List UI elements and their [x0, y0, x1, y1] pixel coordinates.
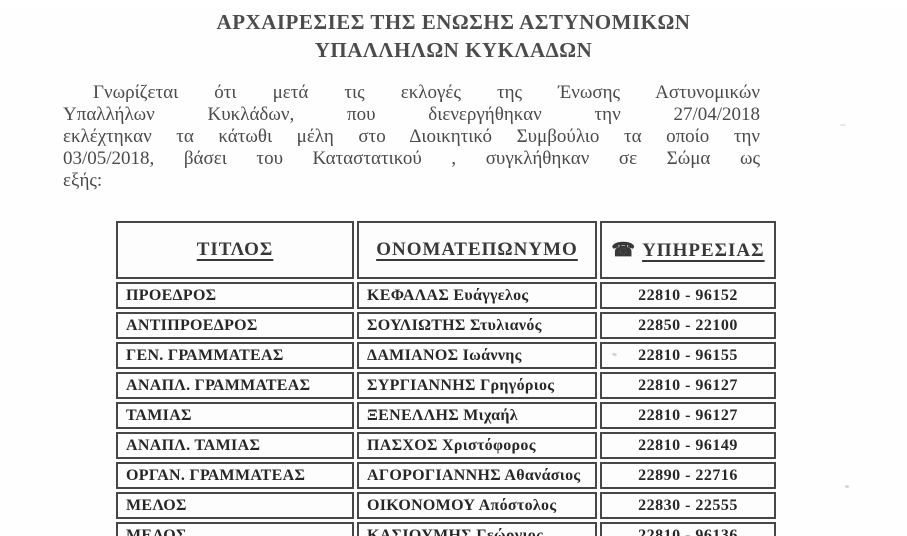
table-header-row: ΤΙΤΛΟΣ ΟΝΟΜΑΤΕΠΩΝΥΜΟ ☎ ΥΠΗΡΕΣΙΑΣ — [116, 221, 776, 279]
intro-line: Γνωρίζεται ότι μετά τις εκλογές της Ένωσ… — [93, 82, 760, 103]
cell-name: ΣΥΡΓΙΑΝΝΗΣ Γρηγόριος — [357, 372, 597, 399]
cell-phone: 22810 - 96149 — [600, 432, 776, 459]
cell-title: ΑΝΑΠΛ. ΓΡΑΜΜΑΤΕΑΣ — [116, 372, 354, 399]
cell-phone: 22810 - 96155 — [600, 342, 776, 369]
scan-artifact — [840, 124, 846, 126]
cell-name: ΠΑΣΧΟΣ Χριστόφορος — [357, 432, 597, 459]
cell-title: ΑΝΤΙΠΡΟΕΔΡΟΣ — [116, 312, 354, 339]
cell-phone: 22810 - 96127 — [600, 402, 776, 429]
cell-name: ΞΕΝΕΛΛΗΣ Μιχαήλ — [357, 402, 597, 429]
intro-line: Υπαλλήλων Κυκλάδων, που διενεργήθηκαν τη… — [63, 104, 760, 125]
scan-artifact — [845, 485, 849, 488]
table-row: ΜΕΛΟΣ ΟΙΚΟΝΟΜΟΥ Απόστολος 22830 - 22555 — [116, 492, 776, 519]
table-row: ΑΝΑΠΛ. ΤΑΜΙΑΣ ΠΑΣΧΟΣ Χριστόφορος 22810 -… — [116, 432, 776, 459]
column-header-phone: ☎ ΥΠΗΡΕΣΙΑΣ — [600, 221, 776, 279]
column-header-title-label: ΤΙΤΛΟΣ — [196, 239, 274, 260]
column-header-phone-label: ΥΠΗΡΕΣΙΑΣ — [642, 239, 765, 261]
cell-name: ΑΓΟΡΟΓΙΑΝΝΗΣ Αθανάσιος — [357, 462, 597, 489]
cell-title: ΜΕΛΟΣ — [116, 492, 354, 519]
column-header-name: ΟΝΟΜΑΤΕΠΩΝΥΜΟ — [357, 221, 597, 279]
table-row: ΜΕΛΟΣ ΚΑΣΙΟΥΜΗΣ Γεώργιος 22810 - 96136 — [116, 522, 776, 536]
intro-line: 03/05/2018, βάσει του Καταστατικού , συγ… — [63, 148, 760, 169]
document-title: ΑΡΧΑΙΡΕΣΙΕΣ ΤΗΣ ΕΝΩΣΗΣ ΑΣΤΥΝΟΜΙΚΩΝ ΥΠΑΛΛ… — [134, 8, 774, 64]
board-members-table: ΤΙΤΛΟΣ ΟΝΟΜΑΤΕΠΩΝΥΜΟ ☎ ΥΠΗΡΕΣΙΑΣ ΠΡΟΕΔΡΟΣ… — [113, 218, 779, 536]
cell-phone: 22830 - 22555 — [600, 492, 776, 519]
cell-phone: 22890 - 22716 — [600, 462, 776, 489]
column-header-name-label: ΟΝΟΜΑΤΕΠΩΝΥΜΟ — [376, 239, 578, 260]
intro-line: εξής: — [63, 170, 103, 191]
table-row: ΓΕΝ. ΓΡΑΜΜΑΤΕΑΣ ΔΑΜΙΑΝΟΣ Ιωάννης 22810 -… — [116, 342, 776, 369]
cell-name: ΔΑΜΙΑΝΟΣ Ιωάννης — [357, 342, 597, 369]
cell-phone: 22810 - 96127 — [600, 372, 776, 399]
document-title-line-1: ΑΡΧΑΙΡΕΣΙΕΣ ΤΗΣ ΕΝΩΣΗΣ ΑΣΤΥΝΟΜΙΚΩΝ — [216, 10, 691, 34]
table-row: ΤΑΜΙΑΣ ΞΕΝΕΛΛΗΣ Μιχαήλ 22810 - 96127 — [116, 402, 776, 429]
cell-phone: 22810 - 96136 — [600, 522, 776, 536]
scanned-document-page: ΑΡΧΑΙΡΕΣΙΕΣ ΤΗΣ ΕΝΩΣΗΣ ΑΣΤΥΝΟΜΙΚΩΝ ΥΠΑΛΛ… — [0, 8, 907, 536]
intro-line: εκλέχτηκαν τα κάτωθι μέλη στο Διοικητικό… — [63, 126, 760, 147]
cell-title: ΟΡΓΑΝ. ΓΡΑΜΜΑΤΕΑΣ — [116, 462, 354, 489]
cell-title: ΑΝΑΠΛ. ΤΑΜΙΑΣ — [116, 432, 354, 459]
cell-name: ΚΑΣΙΟΥΜΗΣ Γεώργιος — [357, 522, 597, 536]
cell-title: ΤΑΜΙΑΣ — [116, 402, 354, 429]
cell-name: ΚΕΦΑΛΑΣ Ευάγγελος — [357, 282, 597, 309]
cell-phone: 22810 - 96152 — [600, 282, 776, 309]
table-row: ΠΡΟΕΔΡΟΣ ΚΕΦΑΛΑΣ Ευάγγελος 22810 - 96152 — [116, 282, 776, 309]
telephone-icon: ☎ — [611, 239, 637, 261]
cell-name: ΟΙΚΟΝΟΜΟΥ Απόστολος — [357, 492, 597, 519]
cell-title: ΠΡΟΕΔΡΟΣ — [116, 282, 354, 309]
cell-phone: 22850 - 22100 — [600, 312, 776, 339]
intro-paragraph: Γνωρίζεται ότι μετά τις εκλογές της Ένωσ… — [63, 82, 760, 192]
document-title-line-2: ΥΠΑΛΛΗΛΩΝ ΚΥΚΛΑΔΩΝ — [314, 38, 593, 62]
table-row: ΟΡΓΑΝ. ΓΡΑΜΜΑΤΕΑΣ ΑΓΟΡΟΓΙΑΝΝΗΣ Αθανάσιος… — [116, 462, 776, 489]
column-header-title: ΤΙΤΛΟΣ — [116, 221, 354, 279]
cell-title: ΓΕΝ. ΓΡΑΜΜΑΤΕΑΣ — [116, 342, 354, 369]
table-row: ΑΝΤΙΠΡΟΕΔΡΟΣ ΣΟΥΛΙΩΤΗΣ Στυλιανός 22850 -… — [116, 312, 776, 339]
cell-name: ΣΟΥΛΙΩΤΗΣ Στυλιανός — [357, 312, 597, 339]
cell-title: ΜΕΛΟΣ — [116, 522, 354, 536]
table-row: ΑΝΑΠΛ. ΓΡΑΜΜΑΤΕΑΣ ΣΥΡΓΙΑΝΝΗΣ Γρηγόριος 2… — [116, 372, 776, 399]
